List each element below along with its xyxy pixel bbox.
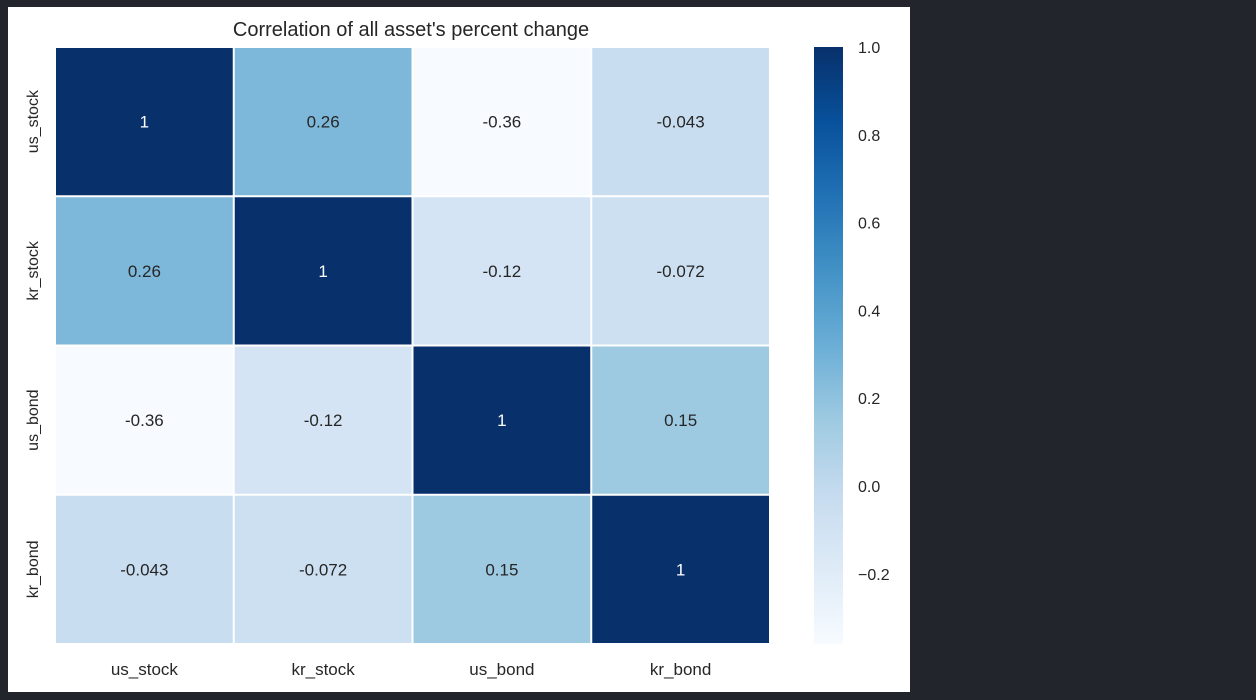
colorbar-tick-labels: 1.0 0.8 0.6 0.4 0.2 0.0 −0.2 bbox=[858, 40, 890, 584]
cell-value-label: 0.15 bbox=[664, 411, 697, 430]
heatmap-cell bbox=[413, 48, 591, 196]
heatmap-cell bbox=[234, 346, 412, 494]
cell-value-label: -0.043 bbox=[657, 113, 705, 132]
cell-value-label: 1 bbox=[497, 411, 506, 430]
y-tick-label: kr_bond bbox=[25, 540, 42, 598]
y-tick-labels: us_stock kr_stock us_bond kr_bond bbox=[25, 89, 42, 598]
x-tick-label: kr_bond bbox=[650, 660, 711, 679]
cell-value-label: -0.12 bbox=[304, 411, 343, 430]
heatmap-cell bbox=[413, 346, 591, 494]
cell-value-label: 0.26 bbox=[307, 113, 340, 132]
heatmap-cell bbox=[234, 197, 412, 345]
cell-value-label: 0.15 bbox=[485, 560, 518, 579]
heatmap-cell bbox=[234, 495, 412, 643]
heatmap-cell bbox=[413, 495, 591, 643]
heatmap-figure: Correlation of all asset's percent chang… bbox=[8, 7, 910, 692]
colorbar-tick-label: 0.8 bbox=[858, 128, 880, 145]
heatmap-cell bbox=[592, 495, 769, 643]
cell-value-label: -0.12 bbox=[483, 262, 522, 281]
cell-value-label: -0.072 bbox=[299, 560, 347, 579]
heatmap-cell bbox=[592, 48, 769, 196]
colorbar-tick-label: 0.4 bbox=[858, 303, 880, 320]
y-tick-label: us_stock bbox=[25, 89, 42, 153]
cell-value-label: -0.043 bbox=[120, 560, 168, 579]
colorbar-tick-label: 0.0 bbox=[858, 479, 880, 496]
colorbar-tick-label: 0.6 bbox=[858, 216, 880, 233]
x-tick-labels: us_stock kr_stock us_bond kr_bond bbox=[111, 660, 712, 679]
cell-value-label: 0.26 bbox=[128, 262, 161, 281]
colorbar-tick-label: 1.0 bbox=[858, 40, 880, 57]
cell-value-label: 1 bbox=[676, 560, 685, 579]
cell-value-label: 1 bbox=[140, 113, 149, 132]
heatmap-cell bbox=[413, 197, 591, 345]
cell-value-label: 1 bbox=[318, 262, 327, 281]
y-tick-label: us_bond bbox=[25, 389, 42, 450]
cell-value-label: -0.072 bbox=[657, 262, 705, 281]
cell-value-label: -0.36 bbox=[483, 113, 522, 132]
colorbar bbox=[814, 47, 843, 644]
heatmap-chart: Correlation of all asset's percent chang… bbox=[25, 19, 890, 679]
heatmap-cell bbox=[56, 495, 233, 643]
x-tick-label: us_stock bbox=[111, 660, 179, 679]
x-tick-label: kr_stock bbox=[291, 660, 355, 679]
colorbar-tick-label: −0.2 bbox=[858, 567, 890, 584]
heatmap-cell bbox=[56, 48, 233, 196]
heatmap-cell bbox=[592, 197, 769, 345]
heatmap-cell bbox=[234, 48, 412, 196]
y-tick-label: kr_stock bbox=[25, 240, 42, 301]
heatmap-cell bbox=[56, 197, 233, 345]
heatmap-cell bbox=[56, 346, 233, 494]
heatmap-cells bbox=[56, 48, 769, 643]
x-tick-label: us_bond bbox=[469, 660, 534, 679]
cell-value-label: -0.36 bbox=[125, 411, 164, 430]
heatmap-cell bbox=[592, 346, 769, 494]
heatmap-annotations: 1 0.26 -0.36 -0.043 0.26 1 -0.12 -0.072 -0.36 -0.… bbox=[120, 113, 704, 580]
chart-title: Correlation of all asset's percent chang… bbox=[233, 19, 589, 41]
colorbar-tick-label: 0.2 bbox=[858, 391, 880, 408]
